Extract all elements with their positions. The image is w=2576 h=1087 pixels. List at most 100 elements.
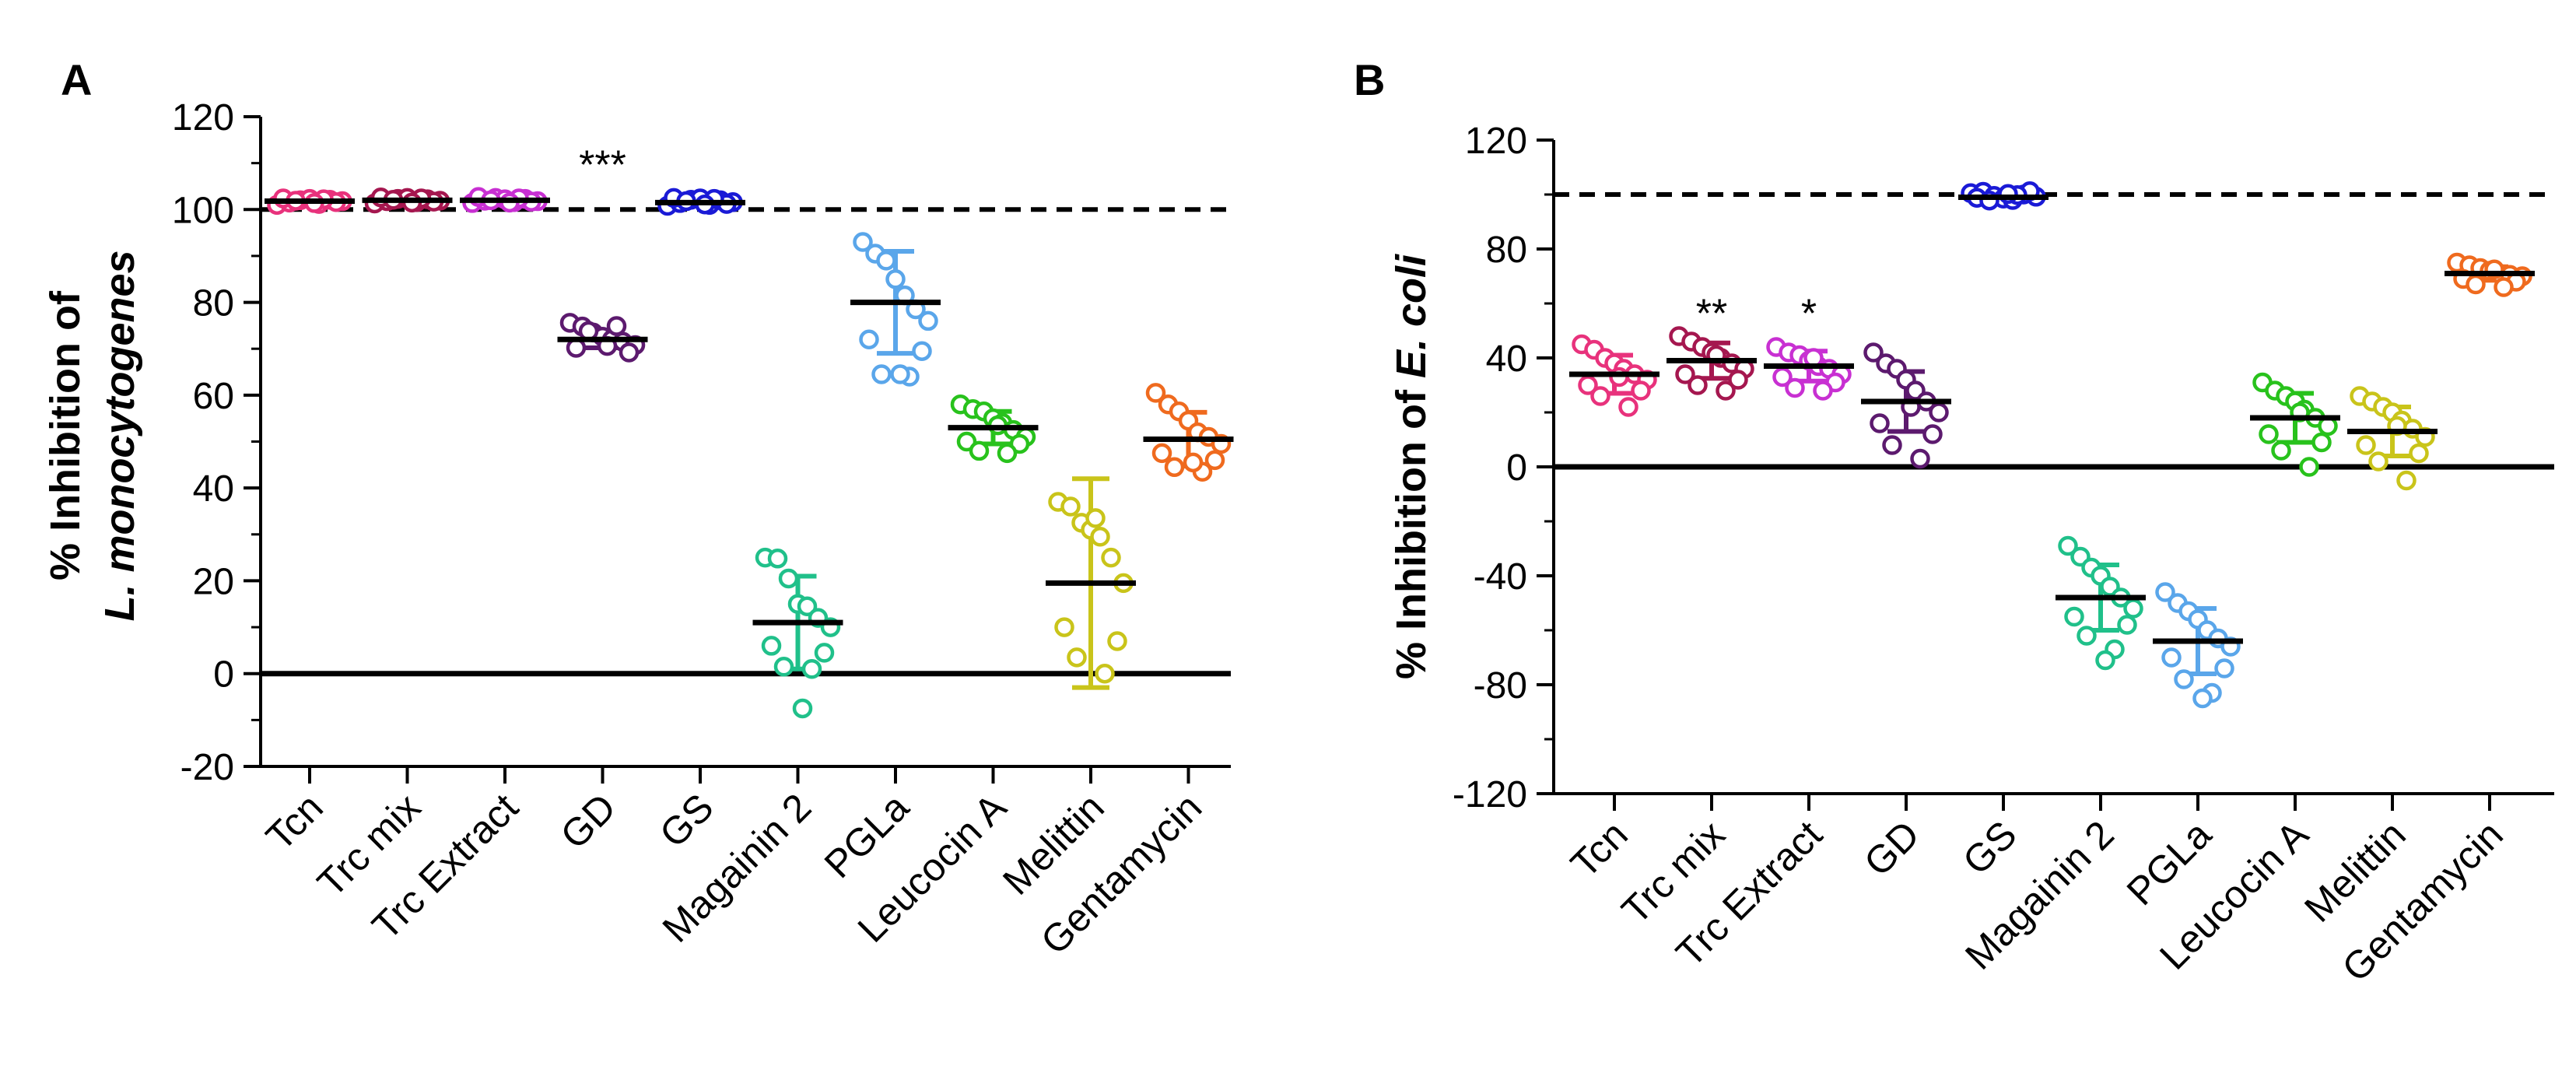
panel-b-series-magainin-2 <box>2056 535 2146 671</box>
panel-b-significance-label: ** <box>1696 292 1727 337</box>
panel-b-data-point <box>2466 274 2486 295</box>
panel-b-y-tick-label: 80 <box>1486 230 1527 271</box>
panel-b-data-point <box>1688 375 1708 395</box>
panel-a-data-point <box>1107 631 1127 651</box>
panel-b-data-point <box>1882 435 1902 455</box>
panel-b-data-point <box>2117 615 2137 635</box>
panel-b-x-tick-label: GS <box>1954 812 2025 883</box>
panel-b-data-point <box>2214 658 2234 678</box>
panel-a-data-point <box>969 440 990 461</box>
panel-a-data-point <box>773 657 794 677</box>
panel-a-x-tick-label: Tcn <box>258 785 331 859</box>
panel-b-series-trc-mix <box>1667 326 1757 401</box>
panel-a-data-point <box>876 251 896 271</box>
panel-b-data-point <box>1631 380 1651 401</box>
panel-b-data-point <box>2192 688 2213 709</box>
panel-a-data-point <box>885 269 906 289</box>
panel-b-data-point <box>2259 424 2279 444</box>
panel-a-series-melittin <box>1046 476 1136 690</box>
panel-a-data-point <box>792 698 813 719</box>
panel-b-data-point <box>2299 457 2319 477</box>
panel-a-y-tick-label: 20 <box>193 561 234 602</box>
panel-b-data-point <box>2368 451 2388 472</box>
panel-a-series-trc-extract <box>460 187 550 213</box>
panel-b-series-pgla <box>2153 582 2243 709</box>
panel-a-data-point <box>606 316 627 336</box>
panel-b-data-point <box>2161 647 2182 668</box>
panel-a-series-gentamycin <box>1143 383 1234 482</box>
panel-a-data-point <box>767 549 788 569</box>
panel-a-data-point <box>859 329 879 350</box>
panel-a-ylabel-species: L. monocytogenes <box>96 250 143 621</box>
panel-b-data-point <box>2077 626 2097 646</box>
panel-a-data-point <box>1090 527 1110 547</box>
panel-a-data-point <box>1060 496 1081 517</box>
panel-b-data-point <box>1590 386 1610 406</box>
panel-a-data-point <box>801 659 822 679</box>
panel-b-data-point <box>2058 535 2078 556</box>
panel-a-data-point <box>997 443 1018 464</box>
panel-a-data-point <box>918 310 938 331</box>
panel-b-data-point <box>1922 424 1943 444</box>
panel-b-y-tick-label: -40 <box>1474 556 1527 598</box>
panel-b-y-tick-label: -120 <box>1453 774 1527 815</box>
panel-b-series-gs <box>1958 181 2049 211</box>
panel-b-data-point <box>2356 435 2376 455</box>
panel-a-data-point <box>1095 663 1115 684</box>
panel-b-series-leucocin-a <box>2250 372 2340 477</box>
panel-a-ylabel-prefix: % Inhibition of <box>42 290 89 580</box>
panel-b-y-tick-label: 120 <box>1465 121 1527 162</box>
panel-a-series-trc-mix <box>362 188 453 214</box>
panel-b-data-point <box>2174 669 2194 689</box>
panel-a-letter: A <box>61 55 92 104</box>
panel-b-data-point <box>2123 598 2143 619</box>
svg-text:% Inhibition of E. col: % Inhibition of E. coli <box>1388 254 1435 679</box>
panel-b-significance-label: * <box>1801 292 1817 337</box>
panel-a-series-pgla <box>850 232 941 387</box>
panel-b-ylabel-species: E. coli <box>1388 254 1435 378</box>
panel-b-series-tcn <box>1569 334 1660 417</box>
panel-a-data-point <box>1204 450 1225 471</box>
panel-b-data-point <box>1785 377 1805 398</box>
panel-a-data-point <box>1101 547 1121 568</box>
panel-a-data-point <box>1054 617 1074 637</box>
panel-a-data-point <box>761 636 782 656</box>
panel-a-data-point <box>1164 457 1185 478</box>
panel-b-letter: B <box>1354 55 1385 104</box>
panel-b-data-point <box>1728 370 1748 390</box>
panel-b-ylabel-prefix: % Inhibition of <box>1388 389 1435 679</box>
panel-b-data-point <box>2311 432 2332 453</box>
panel-b-data-point <box>1618 397 1638 417</box>
panel-a-data-point <box>619 342 640 363</box>
panel-b-y-tick-label: 40 <box>1486 338 1527 380</box>
panel-a-x-tick-label: GS <box>651 785 722 856</box>
panel-a-data-point <box>1085 508 1106 528</box>
panel-a-y-tick-label: 60 <box>193 376 234 417</box>
panel-b-data-point <box>2155 582 2175 602</box>
panel-a-y-tick-label: 120 <box>172 97 234 139</box>
panel-b-data-point <box>2271 440 2291 461</box>
panel-a-series-magainin-2 <box>752 547 843 719</box>
panel-a-data-point <box>1151 443 1172 464</box>
panel-a-y-tick-label: 0 <box>213 654 234 696</box>
panel-b-series-trc-extract <box>1764 337 1854 401</box>
panel-b-data-point <box>1675 364 1695 384</box>
panel-b-series-gentamycin <box>2445 252 2535 297</box>
panel-b-data-point <box>2064 606 2084 627</box>
panel-a-significance-label: *** <box>579 143 626 188</box>
panel-a-data-point <box>1067 647 1087 668</box>
panel-a-x-tick-label: GD <box>552 785 625 857</box>
panel-a-y-tick-label: 100 <box>172 190 234 231</box>
panel-a-series-gd <box>557 313 648 363</box>
panel-a-series-leucocin-a <box>948 394 1039 464</box>
panel-b-data-point <box>2396 470 2417 491</box>
panel-b-data-point <box>2409 443 2429 464</box>
panel-a-series-gs <box>655 188 745 216</box>
panel-b-data-point <box>1716 380 1736 401</box>
panel-a-y-tick-label: 40 <box>193 468 234 510</box>
panel-b-data-point <box>1863 342 1884 363</box>
panel-a-chart: A % Inhibition of L. monocytogenes -20 0 2… <box>42 55 1234 963</box>
panel-a-data-point <box>778 568 799 589</box>
panel-b-series-melittin <box>2347 386 2438 491</box>
